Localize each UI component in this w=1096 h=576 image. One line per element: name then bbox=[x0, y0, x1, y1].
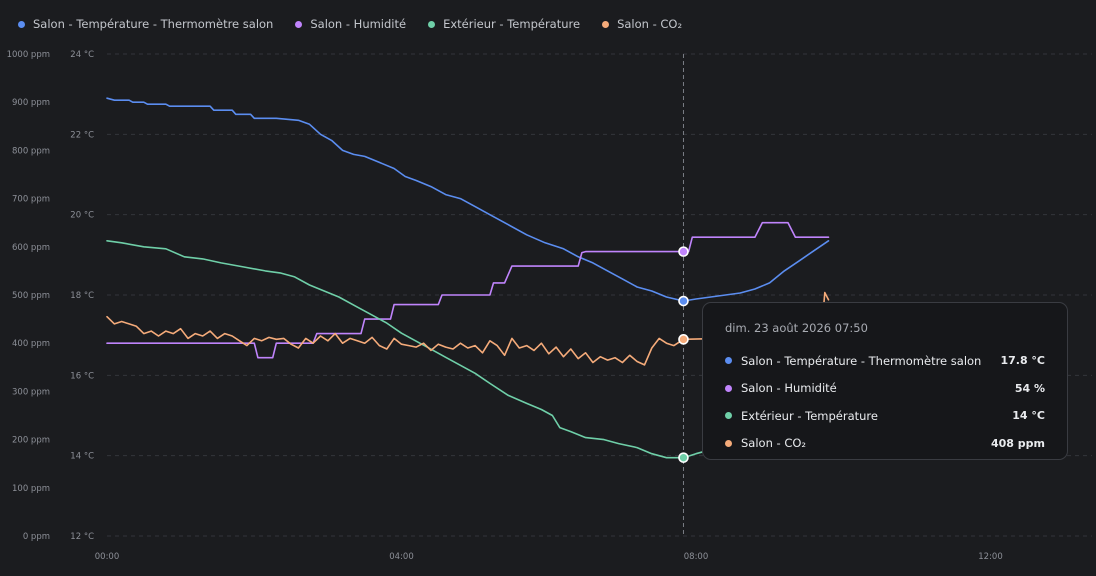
tooltip-rows: Salon - Température - Thermomètre salon 1… bbox=[725, 347, 1045, 457]
x-tick-label: 12:00 bbox=[978, 552, 1003, 562]
legend-label: Salon - Humidité bbox=[310, 17, 407, 31]
series-dot-icon bbox=[725, 439, 732, 447]
y-temp-tick-label: 14 °C bbox=[70, 452, 94, 462]
tooltip-row-label: Salon - Température - Thermomètre salon bbox=[741, 353, 982, 368]
tooltip-row-value: 14 °C bbox=[1012, 409, 1045, 423]
legend-label: Extérieur - Température bbox=[443, 17, 581, 31]
tooltip-row: Salon - Humidité 54 % bbox=[725, 375, 1045, 403]
cursor-marker bbox=[678, 452, 689, 463]
tooltip-row: Salon - Température - Thermomètre salon 1… bbox=[725, 347, 1045, 375]
tooltip-row-value: 17.8 °C bbox=[1000, 354, 1045, 368]
legend-dot-icon bbox=[602, 20, 610, 28]
series-dot-icon bbox=[725, 384, 732, 392]
tooltip-row-value: 408 ppm bbox=[990, 436, 1045, 450]
x-tick-label: 08:00 bbox=[684, 552, 709, 562]
legend-item[interactable]: Salon - CO₂ bbox=[602, 17, 682, 31]
tooltip-row-label: Salon - Humidité bbox=[741, 381, 837, 396]
series-line bbox=[106, 240, 705, 459]
tooltip-title: dim. 23 août 2026 07:50 bbox=[725, 321, 868, 335]
cursor-marker bbox=[678, 295, 689, 307]
chart-tooltip: dim. 23 août 2026 07:50 Salon - Températ… bbox=[702, 302, 1068, 460]
tooltip-row-value: 54 % bbox=[1014, 381, 1045, 395]
series-line bbox=[106, 97, 830, 302]
x-tick-label: 04:00 bbox=[389, 552, 414, 562]
y-left-tick-label: 100 ppm bbox=[12, 484, 50, 494]
legend-item[interactable]: Extérieur - Température bbox=[428, 17, 580, 31]
legend-item[interactable]: Salon - Humidité bbox=[295, 17, 406, 31]
legend-item[interactable]: Salon - Température - Thermomètre salon bbox=[18, 17, 273, 31]
y-left-tick-label: 300 ppm bbox=[12, 387, 50, 397]
y-left-tick-label: 600 ppm bbox=[12, 243, 50, 253]
tooltip-row: Extérieur - Température 14 °C bbox=[725, 402, 1045, 430]
series-dot-icon bbox=[725, 357, 732, 365]
legend-dot-icon bbox=[18, 20, 25, 28]
y-left-tick-label: 400 ppm bbox=[12, 339, 50, 349]
chart-legend: Salon - Température - Thermomètre salon S… bbox=[18, 14, 682, 34]
tooltip-row-label: Salon - CO₂ bbox=[741, 436, 807, 451]
legend-label: Salon - CO₂ bbox=[617, 17, 683, 31]
y-temp-tick-label: 24 °C bbox=[70, 50, 94, 60]
tooltip-row: Salon - CO₂ 408 ppm bbox=[725, 430, 1045, 458]
y-left-tick-label: 0 ppm bbox=[23, 532, 50, 542]
legend-dot-icon bbox=[428, 20, 436, 28]
y-temp-tick-label: 16 °C bbox=[70, 371, 94, 381]
series-line bbox=[106, 291, 830, 366]
y-left-tick-label: 900 ppm bbox=[12, 98, 50, 108]
y-temp-tick-label: 22 °C bbox=[70, 130, 94, 140]
y-temp-tick-label: 18 °C bbox=[70, 291, 94, 301]
legend-label: Salon - Température - Thermomètre salon bbox=[33, 17, 274, 31]
legend-dot-icon bbox=[295, 20, 303, 28]
y-left-tick-label: 1000 ppm bbox=[7, 50, 50, 60]
y-temp-tick-label: 20 °C bbox=[70, 211, 94, 221]
y-left-tick-label: 700 ppm bbox=[12, 195, 50, 205]
x-tick-label: 00:00 bbox=[95, 552, 120, 562]
y-temp-tick-label: 12 °C bbox=[70, 532, 94, 542]
y-left-tick-label: 200 ppm bbox=[12, 436, 50, 446]
cursor-marker bbox=[678, 334, 689, 345]
series-line bbox=[106, 221, 830, 359]
series-dot-icon bbox=[725, 412, 732, 420]
y-left-tick-label: 500 ppm bbox=[12, 291, 50, 301]
y-left-tick-label: 800 ppm bbox=[12, 146, 50, 156]
cursor-marker bbox=[678, 246, 689, 257]
tooltip-row-label: Extérieur - Température bbox=[741, 408, 878, 423]
